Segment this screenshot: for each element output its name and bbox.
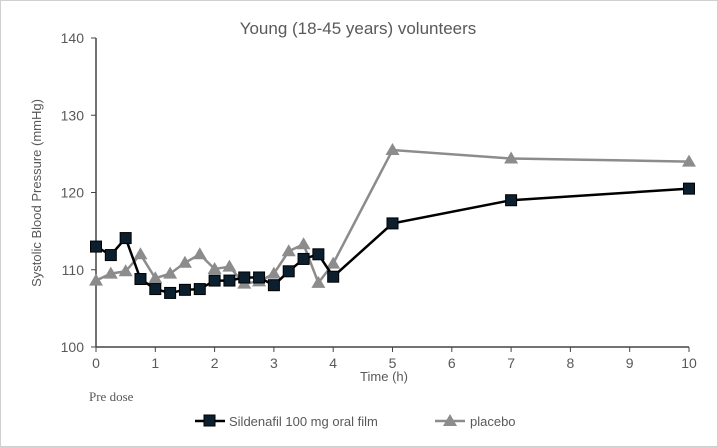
y-tick-label: 110 [62, 262, 85, 278]
data-point [133, 247, 148, 260]
data-point [193, 283, 206, 296]
legend-label-sildenafil: Sildenafil 100 mg oral film [229, 414, 378, 429]
data-point [164, 286, 177, 299]
legend: Sildenafil 100 mg oral film placebo [195, 414, 516, 429]
chart-title: Young (18-45 years) volunteers [240, 19, 477, 38]
legend-label-placebo: placebo [470, 414, 516, 429]
x-tick-label: 8 [567, 355, 575, 371]
data-point [505, 194, 518, 207]
data-point [90, 240, 102, 253]
legend-marker-placebo [443, 414, 457, 426]
series-placebo [89, 143, 696, 289]
y-tick-label: 120 [61, 185, 85, 201]
data-point [253, 271, 266, 284]
data-point [89, 273, 103, 286]
data-point [297, 252, 310, 265]
data-point [134, 273, 147, 286]
data-point [312, 248, 325, 261]
series-line [95, 187, 690, 295]
data-point [192, 247, 207, 260]
data-point [178, 283, 191, 296]
x-tick-label: 1 [151, 355, 159, 371]
x-tick-label: 7 [507, 355, 515, 371]
pre-dose-annotation: Pre dose [89, 389, 134, 404]
data-point [682, 154, 696, 167]
data-point [296, 237, 311, 250]
data-point [163, 266, 178, 279]
y-tick-label: 130 [61, 107, 85, 123]
x-tick-label: 3 [270, 355, 278, 371]
data-point [267, 279, 280, 292]
data-point [222, 259, 237, 272]
x-axis-label: Time (h) [360, 369, 408, 384]
x-tick-label: 4 [329, 355, 337, 371]
data-point [118, 264, 133, 277]
y-tick-label: 100 [61, 339, 85, 355]
x-tick-label: 5 [389, 355, 397, 371]
data-point [238, 271, 251, 284]
data-point [148, 271, 163, 284]
y-tick-label: 140 [61, 30, 85, 46]
data-point [208, 274, 221, 287]
data-point [282, 265, 295, 278]
x-tick-label: 9 [626, 355, 634, 371]
legend-marker-sildenafil [203, 414, 216, 427]
data-point [104, 249, 117, 262]
data-point [266, 266, 281, 279]
data-point [326, 256, 341, 269]
data-point [281, 244, 296, 257]
data-point [177, 255, 192, 268]
data-point [504, 151, 519, 164]
data-point [385, 143, 400, 156]
data-point [386, 217, 399, 230]
x-tick-label: 6 [448, 355, 456, 371]
data-point [683, 182, 695, 195]
data-point [223, 274, 236, 287]
y-axis-label: Systolic Blood Pressure (mmHg) [29, 99, 44, 287]
data-point [149, 283, 162, 296]
data-point [207, 261, 222, 274]
data-point [311, 275, 326, 288]
x-tick-label: 2 [211, 355, 219, 371]
data-point [119, 232, 132, 245]
data-point [327, 270, 340, 283]
x-tick-label: 10 [681, 355, 697, 371]
x-tick-label: 0 [92, 355, 100, 371]
series-sildenafil [90, 182, 695, 299]
data-point [103, 266, 118, 279]
